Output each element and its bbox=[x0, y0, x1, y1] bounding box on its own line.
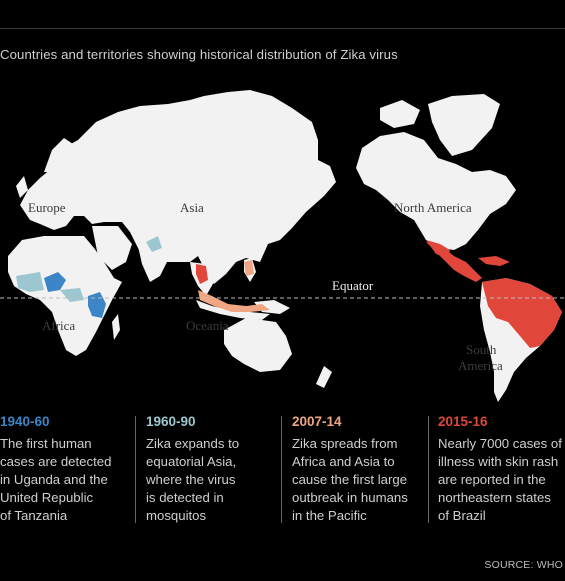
legend-line: The first human bbox=[0, 436, 92, 451]
indonesia-2007-14 bbox=[198, 290, 270, 312]
legend-line: equatorial Asia, bbox=[146, 454, 237, 469]
legend-line: cases are detected bbox=[0, 454, 112, 469]
legend-divider-1 bbox=[135, 416, 136, 523]
greenland bbox=[428, 94, 500, 156]
legend-line: where the virus bbox=[146, 472, 236, 487]
legend-line: Nearly 7000 cases of bbox=[438, 436, 562, 451]
legend-period-2007-14: 2007-14 Zika spreads from Africa and Asi… bbox=[292, 412, 422, 525]
legend-description: Zika expands to equatorial Asia, where t… bbox=[146, 435, 276, 525]
legend-years: 2007-14 bbox=[292, 414, 342, 429]
label-europe: Europe bbox=[28, 200, 66, 215]
mexico-zika-2015 bbox=[426, 240, 450, 258]
north-america-landmass bbox=[356, 132, 516, 250]
legend-period-1960-90: 1960-90 Zika expands to equatorial Asia,… bbox=[146, 412, 276, 525]
legend-years: 1960-90 bbox=[146, 414, 196, 429]
legend-description: The first human cases are detected in Ug… bbox=[0, 435, 130, 525]
legend-line: outbreak in humans bbox=[292, 490, 408, 505]
legend-line: United Republic bbox=[0, 490, 94, 505]
asia-1960-90 bbox=[146, 236, 162, 252]
label-south-america-line1: South bbox=[466, 342, 497, 357]
legend-line: northeastern states bbox=[438, 490, 551, 505]
indonesia bbox=[196, 300, 270, 320]
legend-line: cause the first large bbox=[292, 472, 408, 487]
legend-period-2015-16: 2015-16 Nearly 7000 cases of illness wit… bbox=[438, 412, 565, 525]
scandinavia bbox=[44, 138, 76, 172]
africa-1960-90 bbox=[16, 272, 44, 292]
map-subtitle: Countries and territories showing histor… bbox=[0, 47, 398, 62]
thailand-2007-14 bbox=[196, 264, 208, 284]
label-oceania: Oceania bbox=[186, 318, 229, 333]
timeline-legend: 1940-60 The first human cases are detect… bbox=[0, 412, 565, 527]
legend-description: Nearly 7000 cases of illness with skin r… bbox=[438, 435, 565, 525]
legend-years: 2015-16 bbox=[438, 414, 488, 429]
legend-line: mosquitos bbox=[146, 508, 207, 523]
world-map: Europe Asia North America Equator Africa… bbox=[0, 90, 565, 402]
philippines-2007-14 bbox=[244, 260, 254, 276]
legend-line: in the Pacific bbox=[292, 508, 367, 523]
australia bbox=[224, 318, 292, 372]
legend-line: are reported in the bbox=[438, 472, 546, 487]
west-africa-1940-60 bbox=[44, 272, 66, 292]
label-south-america-line2: America bbox=[458, 358, 503, 373]
label-north-america: North America bbox=[394, 200, 472, 215]
new-zealand bbox=[316, 366, 332, 388]
arctic-islands bbox=[380, 100, 420, 128]
source-credit: SOURCE: WHO bbox=[484, 559, 563, 571]
legend-line: is detected in bbox=[146, 490, 224, 505]
legend-line: of Brazil bbox=[438, 508, 486, 523]
legend-line: of Tanzania bbox=[0, 508, 68, 523]
madagascar bbox=[112, 314, 120, 340]
british-isles bbox=[16, 176, 28, 198]
label-equator: Equator bbox=[332, 278, 374, 293]
india bbox=[138, 242, 170, 282]
legend-description: Zika spreads from Africa and Asia to cau… bbox=[292, 435, 422, 525]
caribbean bbox=[478, 256, 510, 266]
legend-line: in Uganda and the bbox=[0, 472, 108, 487]
top-rule bbox=[0, 0, 565, 29]
legend-line: Zika spreads from bbox=[292, 436, 398, 451]
legend-years: 1940-60 bbox=[0, 414, 50, 429]
arabia bbox=[92, 226, 132, 270]
legend-divider-2 bbox=[281, 416, 282, 523]
legend-divider-3 bbox=[428, 416, 429, 523]
legend-period-1940-60: 1940-60 The first human cases are detect… bbox=[0, 412, 130, 525]
label-asia: Asia bbox=[180, 200, 204, 215]
legend-line: Zika expands to bbox=[146, 436, 240, 451]
legend-line: illness with skin rash bbox=[438, 454, 559, 469]
label-africa: Africa bbox=[42, 318, 75, 333]
eurasia-landmass bbox=[20, 90, 336, 284]
south-america-zika-2015 bbox=[482, 278, 562, 348]
equator-label-backdrop bbox=[328, 278, 378, 294]
legend-line: Africa and Asia to bbox=[292, 454, 395, 469]
japan bbox=[278, 186, 300, 218]
